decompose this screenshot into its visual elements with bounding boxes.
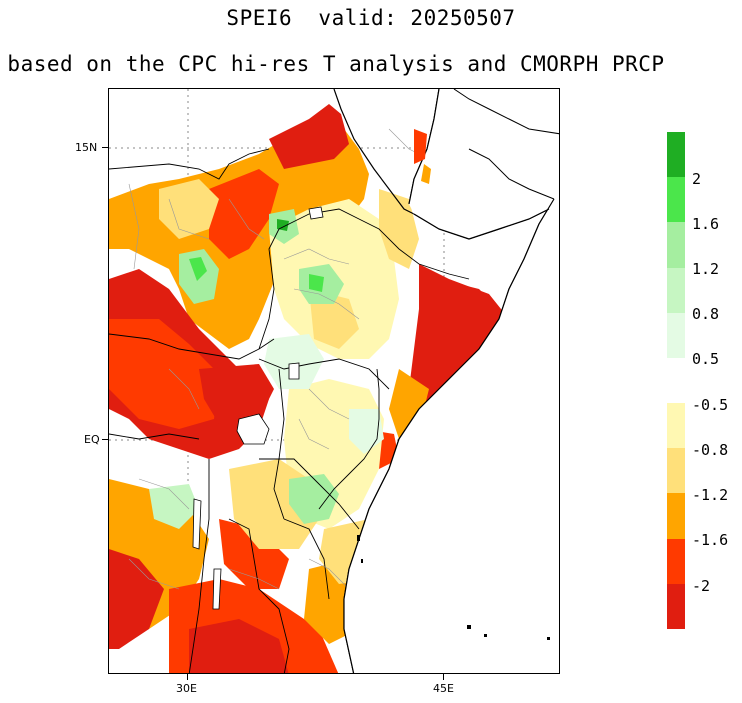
colorbar-dry-label-0-8: -0.8 — [692, 441, 729, 459]
colorbar-wet-label-2: 2 — [692, 170, 702, 188]
colorbar-wet-segment — [667, 132, 685, 178]
lat-label-eq: EQ — [84, 433, 100, 446]
islands — [357, 535, 550, 640]
colorbar-wet-label-1-2: 1.2 — [692, 260, 720, 278]
lon-tick-30e — [187, 674, 188, 680]
lat-label-15n: 15N — [75, 141, 98, 154]
lon-label-30e: 30E — [176, 682, 197, 695]
colorbar-wet-label-0-8: 0.8 — [692, 305, 720, 323]
lon-tick-45e — [443, 674, 444, 680]
colorbar-dry-label-2: -2 — [692, 577, 711, 595]
wet-anomaly-field — [149, 209, 384, 529]
lon-label-45e: 45E — [433, 682, 454, 695]
colorbar-dry-segment — [667, 493, 685, 539]
colorbar-dry-label-1-2: -1.2 — [692, 486, 729, 504]
colorbar-dry-segment — [667, 448, 685, 494]
colorbar-wet-label-0-5: 0.5 — [692, 350, 720, 368]
lat-tick-15n — [102, 147, 108, 148]
colorbar-dry-segment — [667, 403, 685, 449]
colorbar-wet-segment — [667, 267, 685, 313]
lat-tick-eq — [102, 439, 108, 440]
mild-dry-field — [159, 179, 419, 584]
lakes — [192, 206, 324, 610]
colorbar-wet-segment — [667, 177, 685, 223]
map-title: SPEI6 valid: 20250507 — [226, 6, 516, 30]
colorbar-wet-segment — [667, 312, 685, 358]
colorbar-wet-label-1-6: 1.6 — [692, 215, 720, 233]
colorbar-dry-label-0-5: -0.5 — [692, 396, 729, 414]
colorbar-dry-segment — [667, 538, 685, 584]
spei-map — [108, 88, 560, 674]
country-borders — [109, 148, 470, 673]
ocean-indian — [344, 195, 559, 673]
colorbar-dry-label-1-6: -1.6 — [692, 531, 729, 549]
colorbar-wet-segment — [667, 222, 685, 268]
ocean-red-sea-gulf — [409, 89, 559, 239]
spei-map-svg — [109, 89, 559, 673]
arabia-coast — [453, 89, 559, 135]
map-subtitle: based on the CPC hi-res T analysis and C… — [7, 52, 665, 76]
colorbar-dry-segment — [667, 583, 685, 629]
